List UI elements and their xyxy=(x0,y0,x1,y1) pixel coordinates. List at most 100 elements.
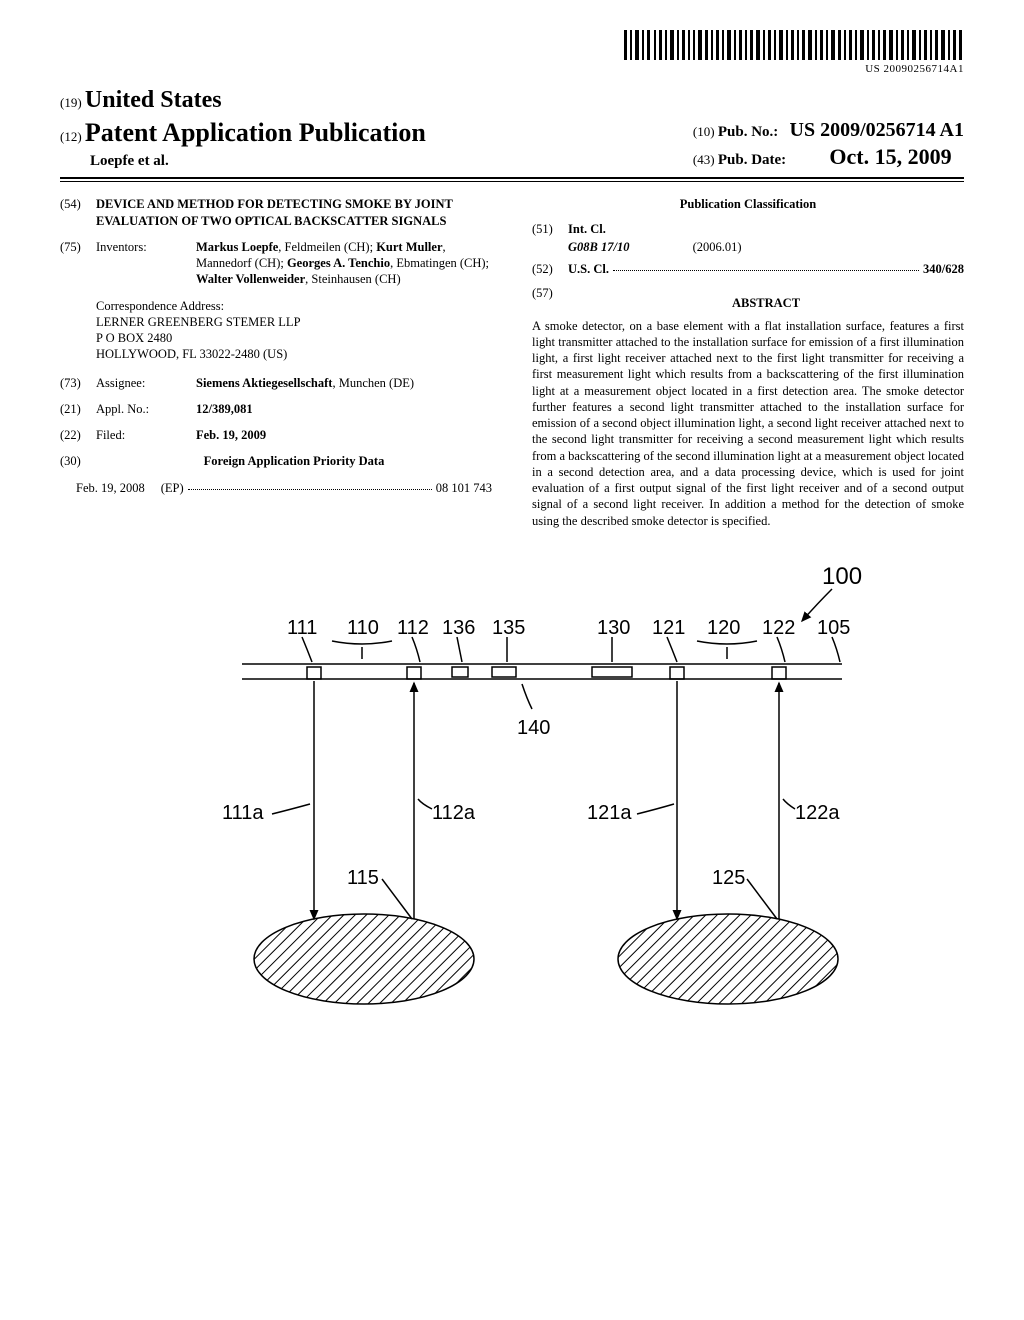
header-right: (10) Pub. No.: US 2009/0256714 A1 (43) P… xyxy=(693,117,964,172)
field-57: (57) xyxy=(532,285,568,317)
abstract-text: A smoke detector, on a base element with… xyxy=(532,318,964,529)
abstract-heading: ABSTRACT xyxy=(568,295,964,311)
right-column: Publication Classification (51) Int. Cl.… xyxy=(532,196,964,529)
divider-thin xyxy=(60,181,964,182)
assignee-content: Siemens Aktiegesellschaft, Munchen (DE) xyxy=(196,375,492,391)
intcl-date: (2006.01) xyxy=(693,240,742,254)
field-30: (30) xyxy=(60,453,96,475)
correspondence-line2: P O BOX 2480 xyxy=(96,330,492,346)
fig-label-100: 100 xyxy=(822,563,862,590)
publication-type: Patent Application Publication xyxy=(85,118,426,147)
priority-heading: Foreign Application Priority Data xyxy=(96,453,492,469)
fig-label-111a: 111a xyxy=(222,802,264,824)
fig-label-120: 120 xyxy=(707,617,740,639)
correspondence-label: Correspondence Address: xyxy=(96,298,492,314)
inventor-2-name: Kurt Muller xyxy=(376,240,442,254)
inventors-list: Markus Loepfe, Feldmeilen (CH); Kurt Mul… xyxy=(196,239,492,288)
figure-area: 111 110 112 136 135 130 121 120 122 105 … xyxy=(60,559,964,1044)
appl-no-value: 12/389,081 xyxy=(196,401,492,417)
fig-label-111: 111 xyxy=(287,617,317,639)
fig-label-105: 105 xyxy=(817,617,850,639)
priority-country: (EP) xyxy=(161,480,184,496)
appl-no-label: Appl. No.: xyxy=(96,401,196,417)
assignee-section: (73) Assignee: Siemens Aktiegesellschaft… xyxy=(60,375,492,391)
filed-section: (22) Filed: Feb. 19, 2009 xyxy=(60,427,492,443)
filed-value: Feb. 19, 2009 xyxy=(196,427,492,443)
inventor-3-loc: , Ebmatingen (CH); xyxy=(390,256,489,270)
uscl-dots xyxy=(613,261,919,271)
fig-label-121a: 121a xyxy=(587,802,632,824)
uscl-value: 340/628 xyxy=(923,261,964,277)
field-75: (75) xyxy=(60,239,96,288)
fig-label-122: 122 xyxy=(762,617,795,639)
fig-label-125: 125 xyxy=(712,867,745,889)
patent-figure: 111 110 112 136 135 130 121 120 122 105 … xyxy=(122,559,902,1039)
authors-line: Loepfe et al. xyxy=(90,152,426,172)
fig-label-136: 136 xyxy=(442,617,475,639)
inventor-1-name: Markus Loepfe xyxy=(196,240,278,254)
filed-label: Filed: xyxy=(96,427,196,443)
pub-date-value: Oct. 15, 2009 xyxy=(829,144,951,169)
appl-no-section: (21) Appl. No.: 12/389,081 xyxy=(60,401,492,417)
correspondence-line1: LERNER GREENBERG STEMER LLP xyxy=(96,314,492,330)
inventor-4-name: Walter Vollenweider xyxy=(196,272,305,286)
pub-date-label: Pub. Date: xyxy=(718,152,786,168)
fig-label-140: 140 xyxy=(517,717,550,739)
divider-thick xyxy=(60,177,964,179)
title-section: (54) DEVICE AND METHOD FOR DETECTING SMO… xyxy=(60,196,492,229)
barcode: US 20090256714A1 xyxy=(624,30,964,76)
priority-section: (30) Foreign Application Priority Data xyxy=(60,453,492,475)
field-51: (51) xyxy=(532,221,568,237)
fig-label-112a: 112a xyxy=(432,802,476,824)
fig-label-135: 135 xyxy=(492,617,525,639)
invention-title: DEVICE AND METHOD FOR DETECTING SMOKE BY… xyxy=(96,196,492,229)
inventors-label: Inventors: xyxy=(96,239,196,288)
fig-label-115: 115 xyxy=(347,867,379,889)
assignee-name: Siemens Aktiegesellschaft xyxy=(196,376,332,390)
inventors-section: (75) Inventors: Markus Loepfe, Feldmeile… xyxy=(60,239,492,288)
correspondence-line3: HOLLYWOOD, FL 33022-2480 (US) xyxy=(96,346,492,362)
abstract-heading-row: (57) ABSTRACT xyxy=(532,285,964,317)
field-12: (12) xyxy=(60,129,82,144)
two-column-body: (54) DEVICE AND METHOD FOR DETECTING SMO… xyxy=(60,196,964,529)
fig-label-122a: 122a xyxy=(795,802,840,824)
inventor-3-name: Georges A. Tenchio xyxy=(287,256,390,270)
header-row: (19) United States (12) Patent Applicati… xyxy=(60,85,964,171)
intcl-row: G08B 17/10 (2006.01) xyxy=(568,239,964,255)
field-73: (73) xyxy=(60,375,96,391)
fig-label-121: 121 xyxy=(652,617,685,639)
pub-class-heading: Publication Classification xyxy=(532,196,964,212)
assignee-label: Assignee: xyxy=(96,375,196,391)
field-43: (43) xyxy=(693,152,715,167)
uscl-label: U.S. Cl. xyxy=(568,261,609,277)
fig-label-112: 112 xyxy=(397,617,429,639)
assignee-loc: , Munchen (DE) xyxy=(332,376,414,390)
fig-label-110: 110 xyxy=(347,617,379,639)
field-10: (10) xyxy=(693,124,715,139)
barcode-section: US 20090256714A1 xyxy=(60,30,964,77)
intcl-label: Int. Cl. xyxy=(568,221,606,237)
intcl-label-text: Int. Cl. xyxy=(568,222,606,236)
barcode-text: US 20090256714A1 xyxy=(624,62,964,76)
inventor-4-loc: , Steinhausen (CH) xyxy=(305,272,400,286)
header-left: (19) United States (12) Patent Applicati… xyxy=(60,85,426,171)
inventor-1-loc: , Feldmeilen (CH); xyxy=(278,240,373,254)
field-22: (22) xyxy=(60,427,96,443)
priority-number: 08 101 743 xyxy=(436,480,492,496)
barcode-svg xyxy=(624,30,964,60)
uscl-section: (52) U.S. Cl. 340/628 xyxy=(532,261,964,277)
fig-label-130: 130 xyxy=(597,617,630,639)
priority-dots xyxy=(188,480,432,490)
intcl-code: G08B 17/10 xyxy=(568,240,629,254)
field-52: (52) xyxy=(532,261,568,277)
intcl-section: (51) Int. Cl. xyxy=(532,221,964,237)
country-name: United States xyxy=(85,87,222,113)
pub-no-label: Pub. No.: xyxy=(718,124,778,140)
field-19: (19) xyxy=(60,95,82,110)
pub-no-value: US 2009/0256714 A1 xyxy=(790,119,964,141)
priority-date: Feb. 19, 2008 xyxy=(76,480,145,496)
field-54: (54) xyxy=(60,196,96,229)
priority-row: Feb. 19, 2008 (EP) 08 101 743 xyxy=(76,480,492,496)
left-column: (54) DEVICE AND METHOD FOR DETECTING SMO… xyxy=(60,196,492,529)
correspondence-section: Correspondence Address: LERNER GREENBERG… xyxy=(96,298,492,363)
